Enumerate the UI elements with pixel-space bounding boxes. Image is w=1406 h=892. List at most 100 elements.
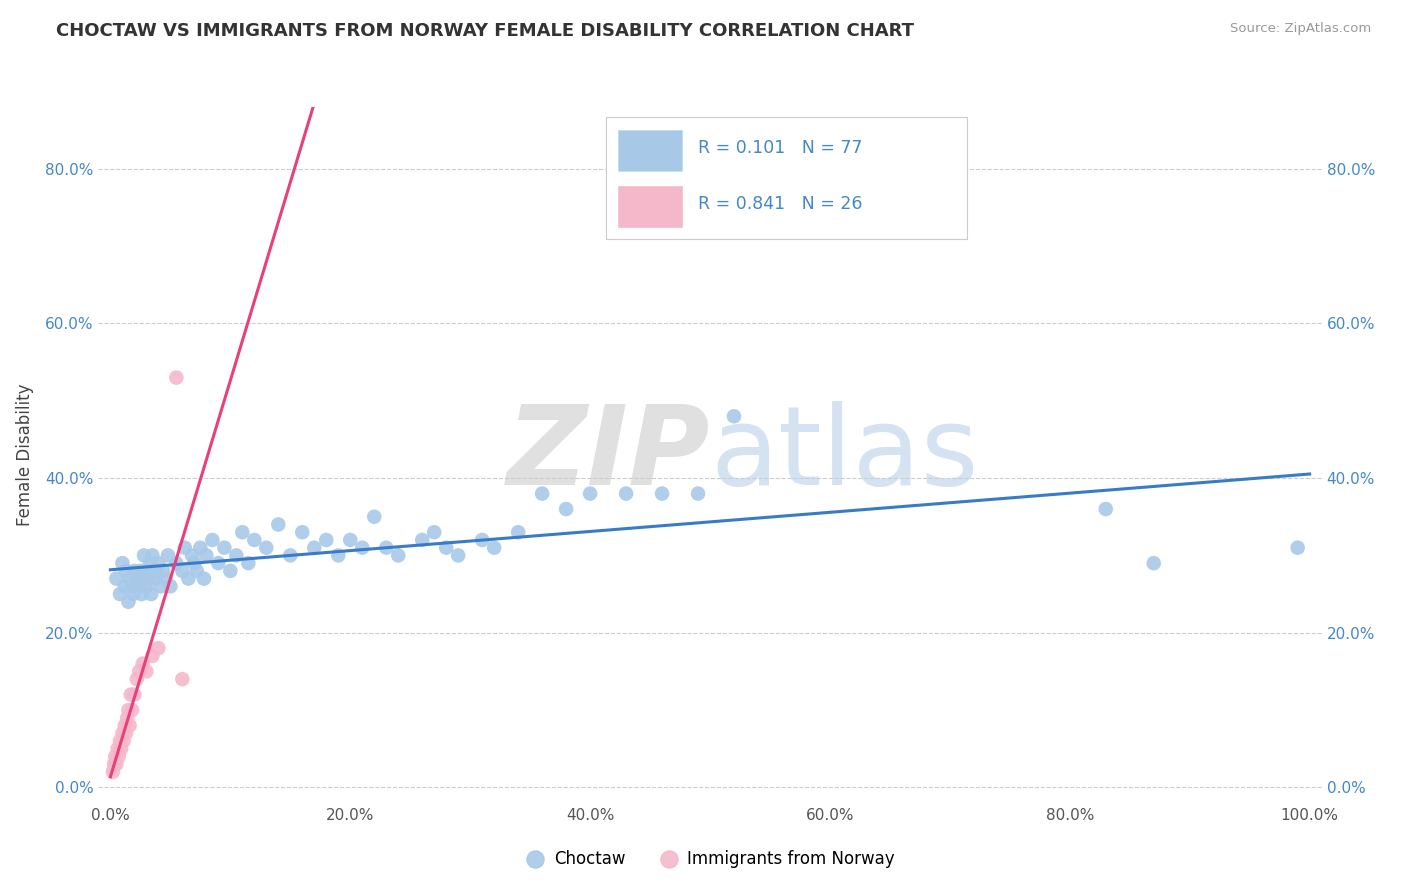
Point: [165, 556, 187, 570]
Point: [165, 370, 187, 384]
Point: [117, 703, 139, 717]
Point: [328, 549, 350, 563]
Point: [177, 572, 200, 586]
FancyBboxPatch shape: [619, 130, 682, 171]
Point: [141, 648, 163, 663]
Point: [423, 525, 446, 540]
Point: [104, 749, 127, 764]
Point: [186, 564, 208, 578]
Point: [1143, 556, 1166, 570]
Text: Source: ZipAtlas.com: Source: ZipAtlas.com: [1230, 22, 1371, 36]
Point: [339, 533, 361, 547]
Point: [118, 718, 141, 732]
Point: [135, 579, 157, 593]
Point: [132, 657, 155, 671]
Point: [207, 556, 229, 570]
FancyBboxPatch shape: [606, 118, 967, 239]
Text: ZIP: ZIP: [506, 401, 710, 508]
Point: [143, 572, 166, 586]
Point: [195, 549, 218, 563]
Point: [411, 533, 433, 547]
Point: [375, 541, 398, 555]
Point: [103, 757, 125, 772]
Point: [139, 556, 162, 570]
Point: [114, 579, 136, 593]
Point: [201, 533, 224, 547]
Point: [508, 525, 530, 540]
Point: [214, 541, 236, 555]
Point: [121, 703, 143, 717]
Point: [105, 572, 128, 586]
Point: [291, 525, 314, 540]
Point: [149, 579, 172, 593]
Point: [136, 564, 159, 578]
Point: [112, 734, 135, 748]
Point: [115, 564, 138, 578]
Point: [352, 541, 374, 555]
Point: [531, 486, 554, 500]
Point: [614, 486, 637, 500]
Point: [111, 726, 134, 740]
Point: [315, 533, 337, 547]
Point: [434, 541, 457, 555]
Point: [108, 587, 131, 601]
Point: [117, 595, 139, 609]
Point: [152, 564, 174, 578]
Point: [447, 549, 470, 563]
Point: [363, 509, 385, 524]
Point: [471, 533, 494, 547]
Point: [120, 688, 142, 702]
Point: [267, 517, 290, 532]
Point: [193, 572, 215, 586]
Point: [129, 564, 152, 578]
Point: [132, 572, 155, 586]
Point: [579, 486, 602, 500]
Point: [135, 665, 157, 679]
Point: [555, 502, 578, 516]
Point: [125, 572, 148, 586]
Point: [128, 579, 150, 593]
Point: [124, 564, 146, 578]
FancyBboxPatch shape: [619, 186, 682, 227]
Point: [482, 541, 505, 555]
Point: [125, 672, 148, 686]
Point: [101, 764, 124, 779]
Point: [131, 587, 153, 601]
Point: [155, 572, 177, 586]
Point: [115, 711, 138, 725]
Point: [115, 726, 138, 740]
Point: [107, 741, 129, 756]
Point: [156, 549, 179, 563]
Point: [148, 556, 170, 570]
Point: [108, 734, 131, 748]
Point: [1094, 502, 1116, 516]
Point: [148, 641, 170, 656]
Text: CHOCTAW VS IMMIGRANTS FROM NORWAY FEMALE DISABILITY CORRELATION CHART: CHOCTAW VS IMMIGRANTS FROM NORWAY FEMALE…: [56, 22, 914, 40]
Point: [173, 541, 195, 555]
Point: [111, 556, 134, 570]
Point: [278, 549, 301, 563]
Point: [686, 486, 709, 500]
Text: R = 0.101   N = 77: R = 0.101 N = 77: [697, 139, 862, 157]
Point: [132, 549, 155, 563]
Point: [121, 579, 143, 593]
Point: [231, 525, 253, 540]
Point: [188, 541, 212, 555]
Point: [114, 718, 136, 732]
Point: [225, 549, 247, 563]
Point: [1286, 541, 1309, 555]
Point: [304, 541, 326, 555]
Point: [159, 579, 181, 593]
Point: [651, 486, 673, 500]
Point: [141, 587, 163, 601]
Point: [105, 757, 128, 772]
Legend: Choctaw, Immigrants from Norway: Choctaw, Immigrants from Norway: [519, 843, 901, 874]
Point: [183, 556, 205, 570]
Point: [118, 572, 141, 586]
Point: [172, 564, 194, 578]
Y-axis label: Female Disability: Female Disability: [15, 384, 34, 526]
Point: [141, 549, 163, 563]
Point: [723, 409, 745, 424]
Point: [238, 556, 260, 570]
Text: atlas: atlas: [710, 401, 979, 508]
